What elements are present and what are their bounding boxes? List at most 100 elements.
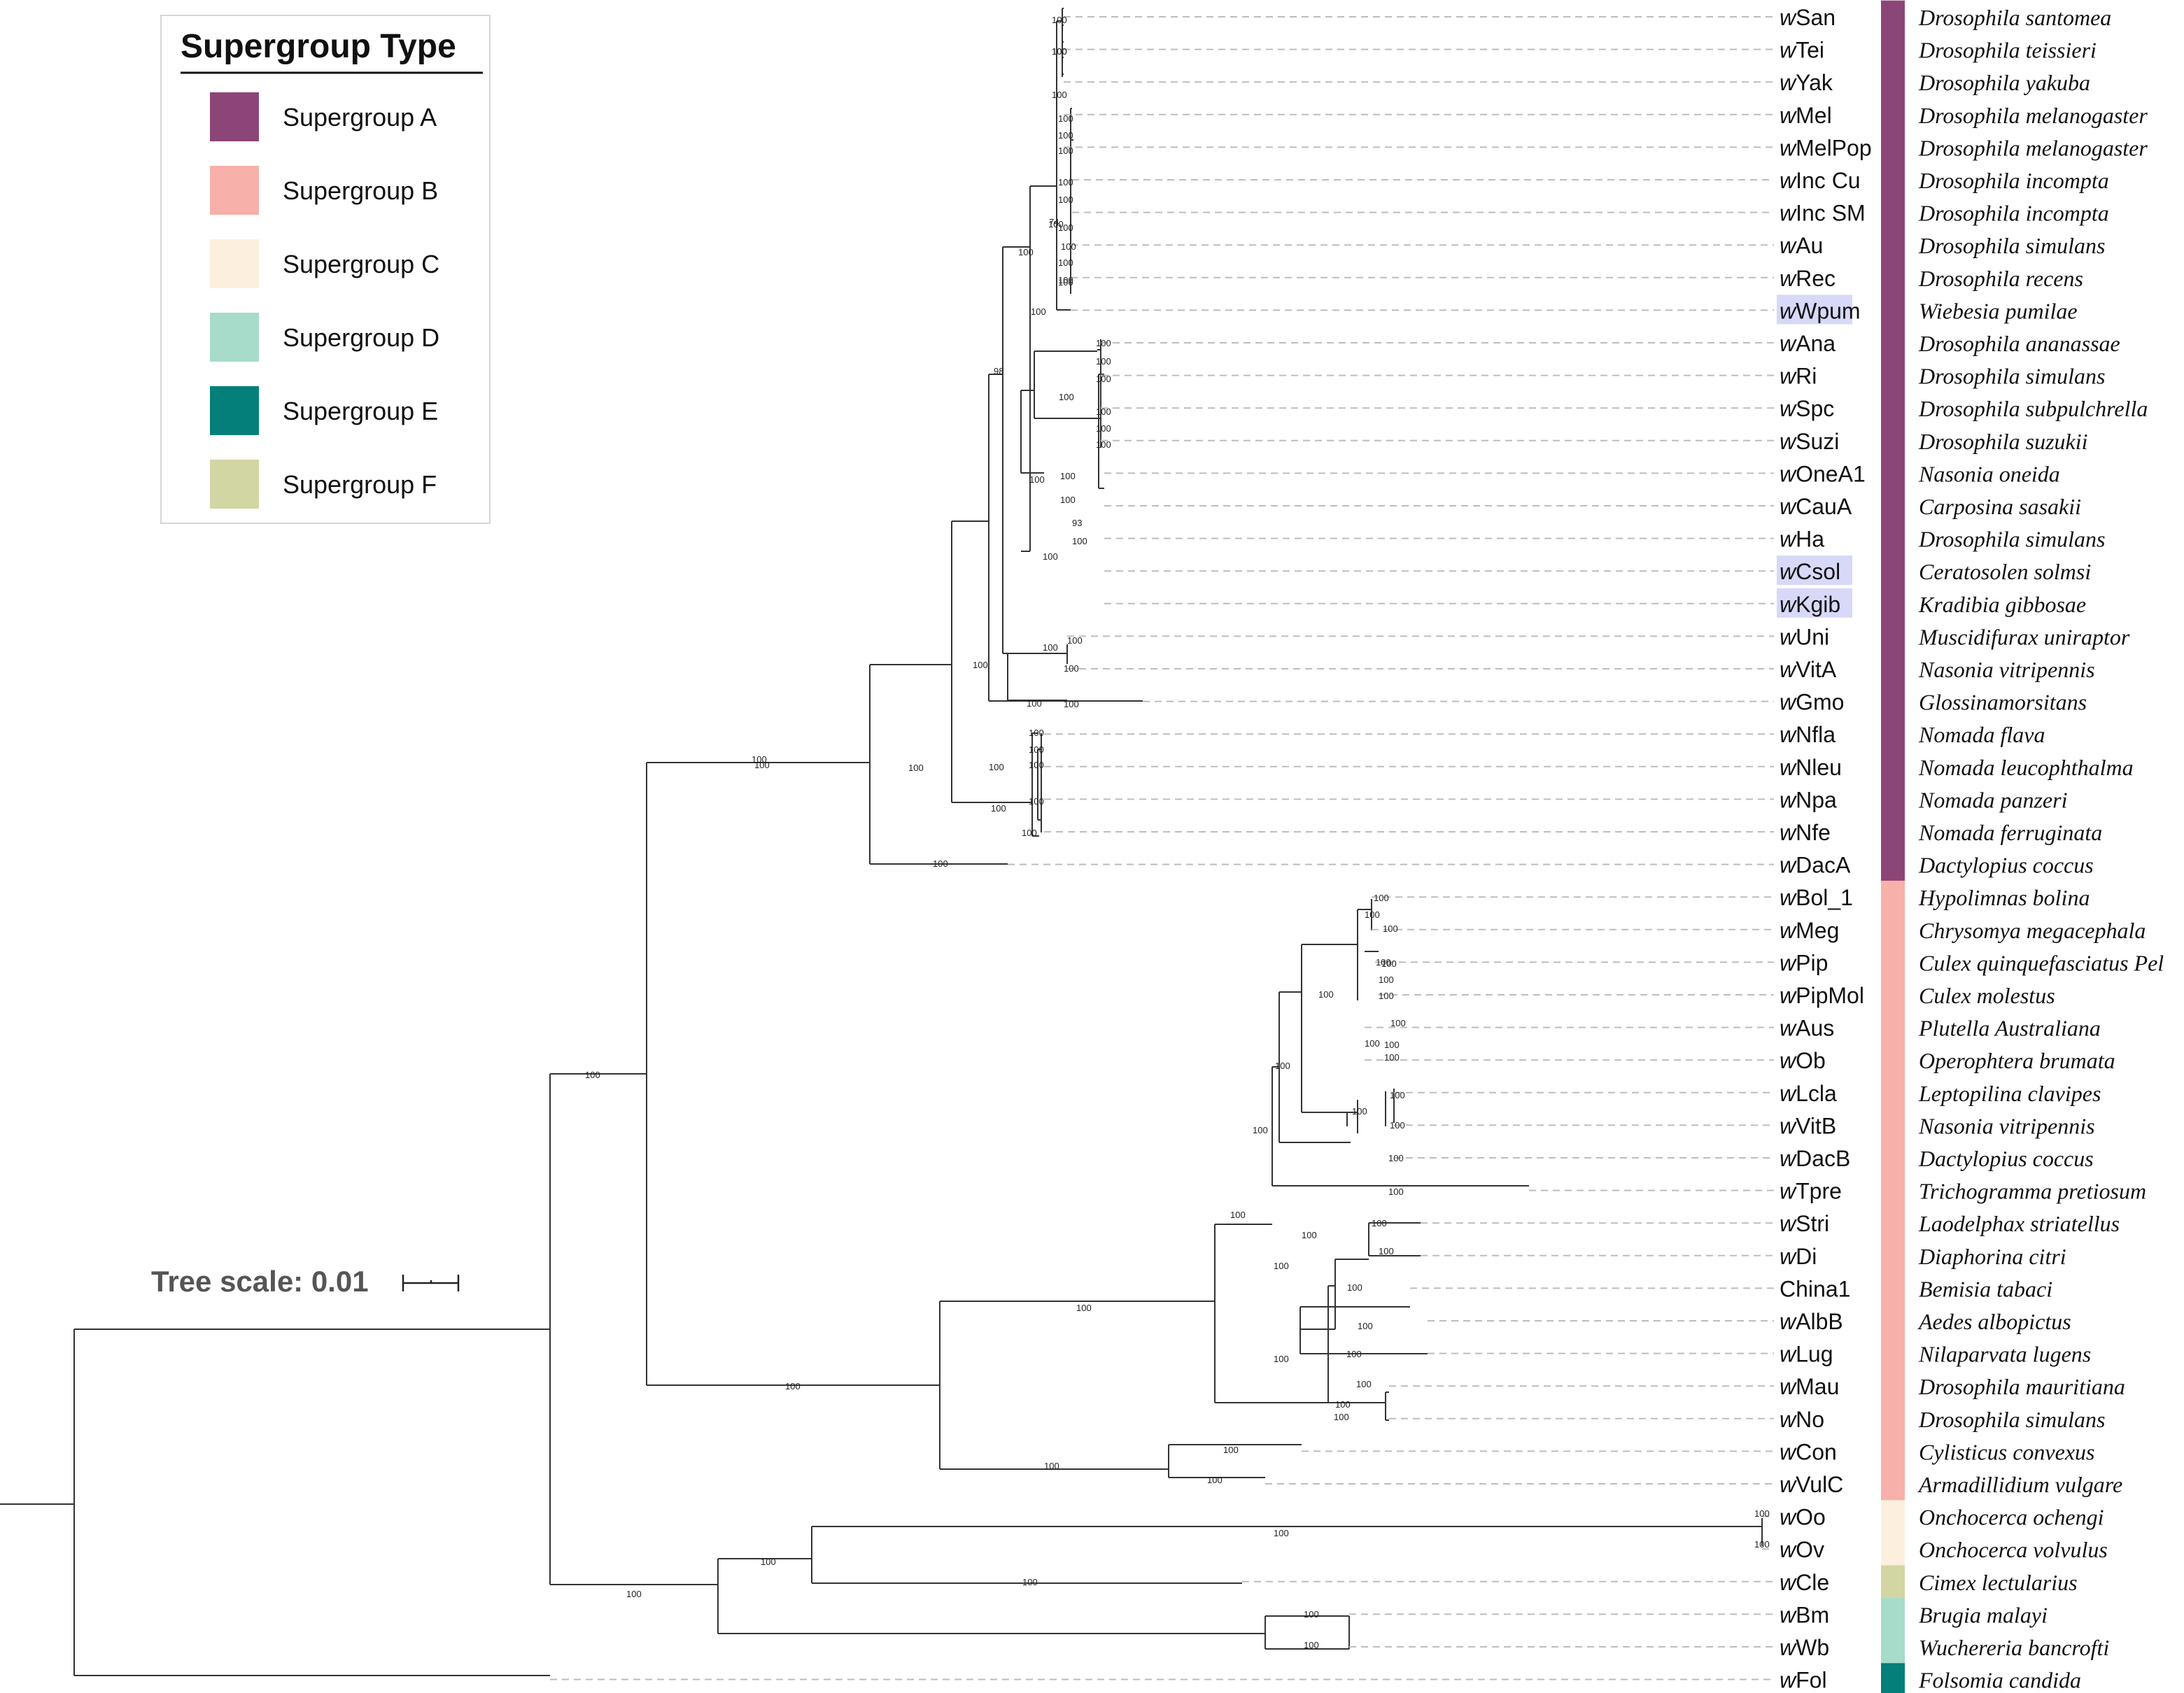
- support-value: 100: [1096, 356, 1111, 367]
- supergroup-strip-cell: [1881, 228, 1905, 262]
- supergroup-strip-cell: [1881, 652, 1905, 686]
- support-value: 100: [1383, 923, 1398, 934]
- host-label: Folsomia candida: [1918, 1668, 2081, 1693]
- tip-label: wNfla: [1780, 722, 1836, 747]
- support-value: 100: [973, 660, 988, 670]
- tip-label: wLcla: [1780, 1081, 1837, 1106]
- legend-swatch: [210, 460, 259, 509]
- support-value: 100: [991, 803, 1006, 814]
- support-value: 100: [754, 760, 770, 770]
- supergroup-strip-cell: [1881, 1174, 1905, 1207]
- support-value: 100: [1379, 1246, 1394, 1256]
- support-value: 100: [1067, 635, 1083, 646]
- support-value: 100: [1384, 1040, 1400, 1050]
- support-value: 100: [1058, 275, 1073, 285]
- support-value: 100: [1388, 1186, 1404, 1197]
- supergroup-strip-cell: [1881, 685, 1905, 718]
- supergroup-color-strip: [1881, 0, 1905, 1693]
- support-value: 100: [1304, 1640, 1319, 1650]
- host-label: Muscidifurax uniraptor: [1918, 624, 2130, 649]
- supergroup-strip-cell: [1881, 1206, 1905, 1240]
- host-label: Drosophila santomea: [1918, 5, 2111, 30]
- support-value: 100: [1374, 893, 1389, 903]
- legend-title: Supergroup Type: [181, 28, 456, 65]
- support-value: 100: [1274, 1354, 1289, 1364]
- support-value: 100: [785, 1381, 801, 1391]
- support-value: 100: [1379, 991, 1394, 1001]
- tip-label: wWpum: [1780, 298, 1861, 323]
- tree-branches: [0, 8, 1763, 1676]
- tip-label: wStri: [1780, 1211, 1829, 1236]
- host-label: Drosophila simulans: [1918, 1407, 2105, 1432]
- support-value: 100: [1052, 46, 1067, 57]
- tip-label: wNfe: [1780, 820, 1831, 845]
- support-value: 100: [908, 763, 924, 773]
- tip-label: wDacB: [1780, 1146, 1850, 1171]
- tip-label: wInc Cu: [1780, 168, 1861, 193]
- support-value: 100: [1059, 392, 1074, 402]
- tip-label: wPipMol: [1780, 983, 1864, 1008]
- supergroup-strip-cell: [1881, 1630, 1905, 1664]
- bootstrap-support-labels: 1001001001001001001001001001001001007410…: [585, 15, 1770, 1650]
- supergroup-strip-cell: [1881, 783, 1905, 816]
- support-value: 100: [1356, 1379, 1372, 1389]
- support-value: 100: [1376, 957, 1391, 968]
- support-value: 100: [1207, 1475, 1223, 1485]
- tip-label: wCon: [1780, 1439, 1837, 1464]
- tip-label: wSuzi: [1780, 429, 1839, 454]
- supergroup-strip-cell: [1881, 457, 1905, 490]
- tip-labels: wSan wTei wYak wMel wMelPop wInc Cu wInc SM wAu…: [1777, 5, 1872, 1693]
- tip-label: wAu: [1780, 233, 1823, 258]
- host-label: Plutella Australiana: [1918, 1016, 2101, 1041]
- support-value: 100: [1365, 909, 1380, 920]
- support-value: 100: [1096, 338, 1111, 348]
- host-label: Drosophila melanogaster: [1918, 103, 2148, 128]
- tip-label: wVitA: [1780, 657, 1837, 682]
- host-label: Kradibia gibbosae: [1918, 592, 2086, 617]
- supergroup-strip-cell: [1881, 913, 1905, 947]
- tip-label: wMel: [1780, 103, 1832, 128]
- host-label: Drosophila recens: [1918, 266, 2083, 291]
- support-value: 100: [1318, 989, 1334, 1000]
- host-label: Drosophila ananassae: [1918, 331, 2120, 356]
- tip-highlight: [1777, 295, 1852, 325]
- supergroup-strip-cell: [1881, 522, 1905, 555]
- host-label: Carposina sasakii: [1919, 494, 2081, 519]
- support-value: 100: [1302, 1230, 1317, 1240]
- support-value: 100: [1060, 471, 1076, 481]
- tree-scale: Tree scale: 0.01: [151, 1265, 460, 1298]
- support-value: 100: [1335, 1399, 1351, 1410]
- support-value: 100: [1043, 551, 1058, 562]
- supergroup-strip-cell: [1881, 359, 1905, 392]
- host-label: Nomada leucophthalma: [1918, 755, 2134, 780]
- support-value: 100: [1304, 1609, 1319, 1620]
- tip-label: wUni: [1780, 624, 1829, 649]
- supergroup-strip-cell: [1881, 489, 1905, 523]
- support-value: 100: [1274, 1528, 1289, 1538]
- support-value: 100: [1072, 536, 1087, 546]
- tip-label: wPip: [1780, 950, 1828, 975]
- support-value: 100: [989, 762, 1004, 772]
- supergroup-strip-cell: [1881, 880, 1905, 914]
- support-value: 100: [1223, 1445, 1239, 1455]
- supergroup-strip-cell: [1881, 98, 1905, 132]
- support-value: 100: [761, 1557, 776, 1567]
- host-label: Wuchereria bancrofti: [1919, 1635, 2109, 1660]
- support-value: 100: [1043, 642, 1058, 653]
- support-value: 100: [1027, 698, 1042, 709]
- support-value: 100: [752, 754, 767, 765]
- supergroup-strip-cell: [1881, 1565, 1905, 1599]
- tip-label: wCsol: [1780, 559, 1840, 584]
- host-label: Hypolimnas bolina: [1918, 885, 2090, 910]
- host-label: Onchocerca volvulus: [1919, 1537, 2108, 1562]
- supergroup-strip-cell: [1881, 620, 1905, 653]
- tip-label: wVulC: [1780, 1472, 1843, 1497]
- host-label: Drosophila simulans: [1918, 364, 2105, 389]
- support-value: 100: [1253, 1125, 1268, 1135]
- supergroup-strip-cell: [1881, 1435, 1905, 1468]
- support-value: 100: [1275, 1061, 1290, 1071]
- supergroup-strip-cell: [1881, 717, 1905, 751]
- support-value: 100: [1388, 1153, 1404, 1163]
- host-label: Trichogramma pretiosum: [1919, 1179, 2146, 1204]
